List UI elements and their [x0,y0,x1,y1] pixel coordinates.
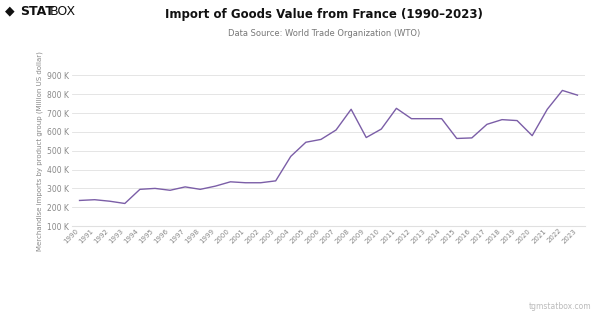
Text: BOX: BOX [50,5,76,18]
Text: ◆: ◆ [5,5,14,18]
Text: Data Source: World Trade Organization (WTO): Data Source: World Trade Organization (W… [228,29,420,38]
Text: STAT: STAT [20,5,53,18]
Y-axis label: Merchandise imports by product group (Million US dollar): Merchandise imports by product group (Mi… [37,51,43,251]
Text: tgmstatbox.com: tgmstatbox.com [529,302,591,311]
Text: Import of Goods Value from France (1990–2023): Import of Goods Value from France (1990–… [165,8,483,21]
